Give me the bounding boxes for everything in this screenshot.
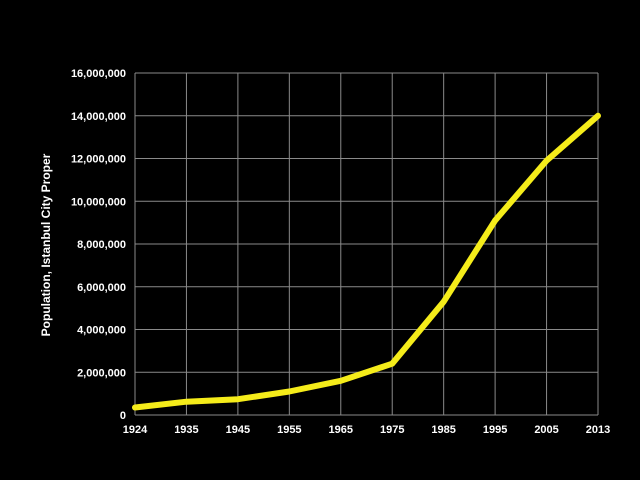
- x-tick-label: 2013: [586, 424, 610, 436]
- x-tick-label: 1995: [483, 424, 507, 436]
- x-tick-label: 2005: [534, 424, 558, 436]
- y-tick-label: 4,000,000: [77, 325, 126, 337]
- y-tick-label: 0: [120, 410, 126, 422]
- x-tick-label: 1945: [226, 424, 250, 436]
- x-tick-label: 1955: [277, 424, 301, 436]
- x-tick-label: 1985: [431, 424, 455, 436]
- x-tick-label: 1924: [123, 424, 148, 436]
- population-series-line: [132, 112, 601, 411]
- y-tick-label: 6,000,000: [77, 282, 126, 294]
- y-axis-tick-labels: 0 2,000,000 4,000,000 6,000,000 8,000,000 10,…: [71, 68, 126, 422]
- x-tick-label: 1975: [380, 424, 404, 436]
- x-tick-label: 1965: [329, 424, 353, 436]
- y-tick-label: 14,000,000: [71, 111, 126, 123]
- y-tick-label: 10,000,000: [71, 196, 126, 208]
- horizontal-gridlines: [135, 72, 598, 416]
- y-tick-label: 2,000,000: [77, 367, 126, 379]
- y-tick-label: 12,000,000: [71, 154, 126, 166]
- y-tick-label: 8,000,000: [77, 239, 126, 251]
- y-axis-label: Population, Istanbul City Proper: [39, 153, 53, 336]
- y-tick-label: 16,000,000: [71, 68, 126, 80]
- x-axis-tick-labels: 1924 1935 1945 1955 1965 1975 1985 1995 2005 2013: [123, 424, 610, 436]
- x-tick-label: 1935: [174, 424, 198, 436]
